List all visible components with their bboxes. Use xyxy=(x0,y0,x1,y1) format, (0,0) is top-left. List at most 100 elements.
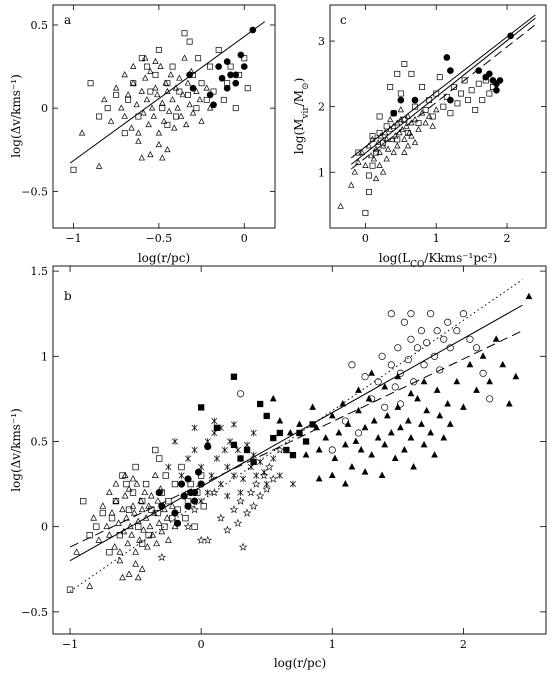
data-point-open-square xyxy=(87,80,94,87)
data-point-open-square xyxy=(138,55,145,62)
y-tick-label: 2 xyxy=(318,101,325,114)
data-point-cross xyxy=(221,446,228,454)
data-point-open-square xyxy=(96,113,103,120)
data-point-filled-triangle xyxy=(444,400,452,407)
data-point-open-square xyxy=(121,130,128,137)
data-point-open-triangle xyxy=(165,536,172,543)
data-point-cross xyxy=(191,446,198,454)
data-point-open-triangle xyxy=(198,117,205,124)
data-point-open-triangle xyxy=(145,121,152,128)
data-point-open-square xyxy=(454,100,461,107)
data-point-open-square xyxy=(112,497,120,505)
data-point-open-triangle xyxy=(384,145,392,152)
data-point-cross xyxy=(208,472,215,479)
data-point-cross xyxy=(204,489,211,496)
data-point-filled-square xyxy=(309,421,316,428)
data-point-filled-triangle xyxy=(335,428,343,436)
y-tick-label: 1 xyxy=(41,350,48,363)
data-point-open-square xyxy=(135,523,142,530)
data-point-filled-circle xyxy=(447,96,454,104)
data-point-filled-circle xyxy=(186,71,193,79)
panel-a-frame xyxy=(52,4,276,229)
data-point-filled-triangle xyxy=(374,434,382,441)
panel-b-letter: b xyxy=(64,289,72,303)
data-point-open-square xyxy=(475,80,482,87)
data-point-open-square xyxy=(161,523,168,530)
data-point-open-triangle xyxy=(147,151,154,158)
fit-line-solid xyxy=(69,304,523,562)
data-point-open-square xyxy=(419,84,426,90)
data-point-cross xyxy=(198,463,205,471)
fit-line-dotted xyxy=(69,279,523,592)
data-point-filled-triangle xyxy=(479,352,487,359)
data-point-filled-triangle xyxy=(525,292,533,300)
data-point-filled-triangle xyxy=(383,411,391,419)
panel-b-fit-lines xyxy=(69,279,523,592)
data-point-open-square xyxy=(70,166,77,173)
data-point-filled-triangle xyxy=(431,451,438,458)
y-tick-label: 1.5 xyxy=(31,265,49,278)
data-point-open-square xyxy=(408,70,415,77)
x-tick-label: 1 xyxy=(329,638,336,651)
data-point-open-triangle xyxy=(121,492,129,499)
data-point-filled-triangle xyxy=(401,446,408,453)
data-point-open-square xyxy=(479,97,486,104)
data-point-open-triangle xyxy=(106,488,113,496)
data-point-cross xyxy=(224,492,231,500)
data-point-open-square xyxy=(147,88,154,95)
data-point-open-square xyxy=(207,63,214,70)
data-point-cross xyxy=(191,424,198,432)
panel-c-letter: c xyxy=(340,13,347,27)
data-point-open-triangle xyxy=(337,202,344,209)
data-point-open-triangle xyxy=(113,84,120,91)
data-point-cross xyxy=(211,417,218,425)
data-point-open-triangle xyxy=(367,152,375,159)
data-point-open-triangle xyxy=(387,116,394,123)
data-point-open-star xyxy=(190,505,199,514)
data-point-open-square xyxy=(465,97,472,104)
data-point-open-triangle xyxy=(112,480,120,487)
data-point-open-star xyxy=(262,484,271,493)
data-point-filled-triangle xyxy=(499,360,507,368)
data-point-filled-circle xyxy=(210,101,217,109)
panel-b-ticks xyxy=(53,266,546,634)
data-point-open-square xyxy=(106,549,113,556)
data-point-filled-triangle xyxy=(365,394,373,402)
fit-line-solid xyxy=(69,21,266,164)
data-point-open-circle xyxy=(433,327,441,335)
data-point-open-triangle xyxy=(125,570,133,577)
data-point-open-square xyxy=(142,480,150,488)
data-point-open-square xyxy=(156,455,163,462)
fit-line-solid xyxy=(350,14,536,159)
data-point-open-circle xyxy=(427,310,435,318)
data-point-open-square xyxy=(203,96,210,103)
data-point-open-circle xyxy=(472,344,481,352)
data-point-open-circle xyxy=(328,446,336,454)
data-point-filled-triangle xyxy=(466,360,474,368)
data-point-open-triangle xyxy=(112,497,120,504)
data-point-open-triangle xyxy=(143,96,151,103)
data-point-filled-circle xyxy=(237,51,245,59)
data-point-filled-circle xyxy=(173,519,182,527)
data-point-open-triangle xyxy=(379,168,387,175)
data-point-open-circle xyxy=(387,310,395,318)
data-point-open-square xyxy=(387,84,394,90)
data-point-open-triangle xyxy=(78,129,86,136)
data-point-filled-triangle xyxy=(328,411,336,419)
data-point-filled-circle xyxy=(215,63,222,70)
x-tick-label: 1 xyxy=(433,232,440,245)
data-point-open-triangle xyxy=(176,74,183,81)
data-point-open-square xyxy=(164,80,171,87)
data-point-filled-circle xyxy=(184,502,192,510)
panel-c-data-points xyxy=(337,32,514,216)
data-point-open-square xyxy=(369,162,376,169)
data-point-open-triangle xyxy=(138,565,146,572)
data-point-filled-triangle xyxy=(446,420,454,427)
data-point-open-triangle xyxy=(135,129,142,136)
data-point-filled-square xyxy=(302,438,310,445)
data-point-open-star xyxy=(275,445,285,454)
data-point-open-square xyxy=(139,497,146,505)
data-point-open-square xyxy=(80,497,87,505)
data-point-open-square xyxy=(66,586,74,593)
